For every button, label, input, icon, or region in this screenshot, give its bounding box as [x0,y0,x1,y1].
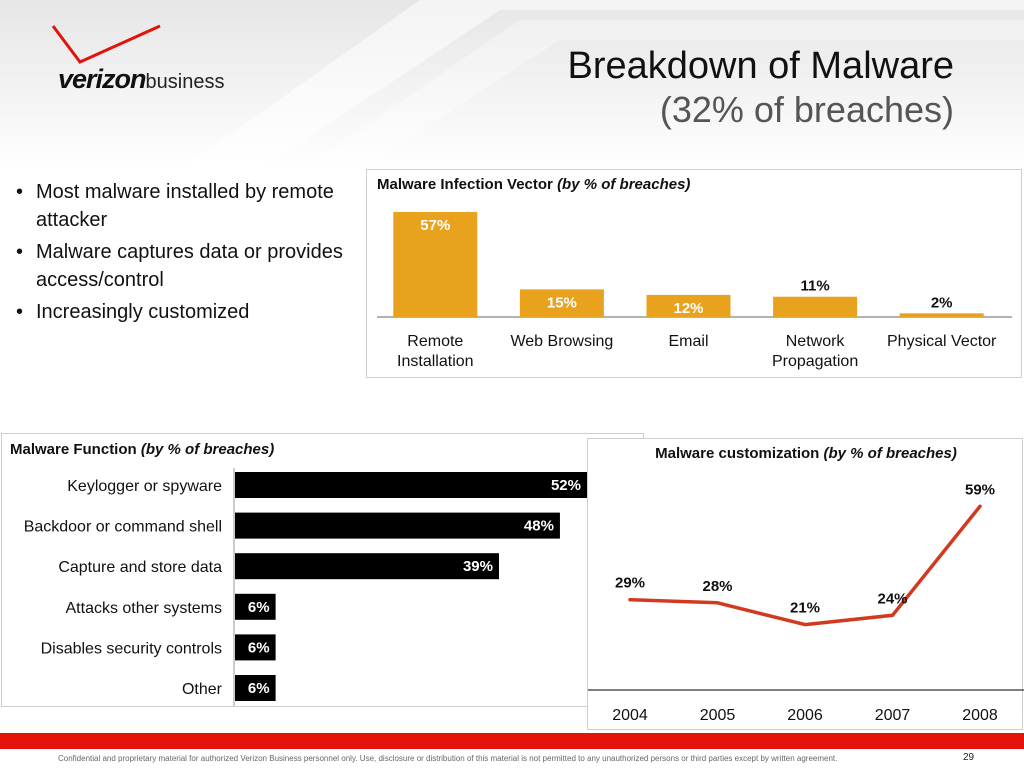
data-label: 11% [800,278,829,295]
header-background [0,0,1024,170]
tick-label: Backdoor or command shell [24,519,222,536]
data-point [803,623,807,627]
tick-label: 2005 [700,707,736,724]
data-label: 52% [551,477,581,494]
page-subtitle: (32% of breaches) [659,89,954,130]
bullet-item: Most malware installed by remote attacke… [14,178,344,234]
data-label: 57% [420,217,450,234]
tick-label: Web Browsing [510,333,613,350]
tick-label: Installation [397,353,474,370]
logo-wordmark: verizonbusiness [58,64,225,94]
bar [235,553,499,580]
tick-label: 2006 [787,707,823,724]
data-label: 15% [547,294,577,311]
data-point [891,613,894,617]
malware-function-chart: Malware Function (by % of breaches) 52% K… [1,433,644,707]
bar [235,675,276,701]
tick-label: Keylogger or spyware [67,478,222,495]
data-point [716,601,719,605]
footer [0,749,1024,768]
data-point [628,598,632,602]
data-label: 21% [790,600,820,617]
infection-vector-chart: Malware Infection Vector (by % of breach… [366,169,1022,378]
malware-customization-plot: 29% 2004 28% 2005 21% 2006 24% 2007 59% 2008 [588,481,1024,724]
tick-label: 2008 [962,707,998,724]
data-label: 6% [248,639,270,656]
bar [899,313,984,317]
bullet-item: Malware captures data or provides access… [14,238,344,294]
bullet-item: Increasingly customized [14,298,344,326]
chart-title: Malware Function (by % of breaches) [10,441,275,458]
bar [235,472,587,498]
bar [519,289,604,317]
data-label: 29% [615,575,645,592]
malware-customization-chart: Malware customization (by % of breaches)… [587,438,1024,730]
tick-label: Attacks other systems [66,600,223,617]
tick-label: 2007 [875,707,911,724]
chart-title: Malware customization (by % of breaches) [655,445,957,462]
tick-label: Other [182,681,223,698]
verizon-business-logo: verizonbusiness [50,22,240,94]
bar [235,512,560,539]
bar [235,634,276,661]
bullet-list: Most malware installed by remote attacke… [14,178,344,330]
data-label: 28% [702,578,732,595]
tick-label: Remote [407,333,463,350]
bar [235,593,276,620]
data-label: 59% [965,481,995,498]
brand-bar [0,733,1024,749]
data-label: 6% [248,680,270,697]
data-label: 2% [931,294,953,311]
data-label: 39% [463,558,493,575]
tick-label: Propagation [772,353,858,370]
data-label: 48% [524,518,554,535]
tick-label: Network [786,333,846,350]
tick-label: Email [668,333,708,350]
header-swoosh [180,0,1024,170]
data-label: 24% [877,590,907,607]
page-number: 29 [963,752,975,763]
footer-disclaimer: Confidential and proprietary material fo… [58,754,838,763]
tick-label: Capture and store data [58,559,222,576]
bar [773,296,858,317]
tick-label: Disables security controls [41,640,222,657]
chart-title: Malware Infection Vector (by % of breach… [377,176,691,193]
tick-label: Physical Vector [887,333,997,350]
tick-label: 2004 [612,707,648,724]
logo-check-mark [51,24,161,64]
page-title: Breakdown of Malware [567,45,954,87]
bar [393,212,478,317]
data-label: 6% [248,599,270,616]
infection-vector-plot: 57% Remote Installation 15% Web Browsing 12% E… [377,212,1012,370]
data-point [978,504,982,508]
bar [646,294,731,317]
data-label: 12% [673,300,703,317]
malware-function-plot: 52% Keylogger or spyware 48% Backdoor or co… [24,468,587,706]
